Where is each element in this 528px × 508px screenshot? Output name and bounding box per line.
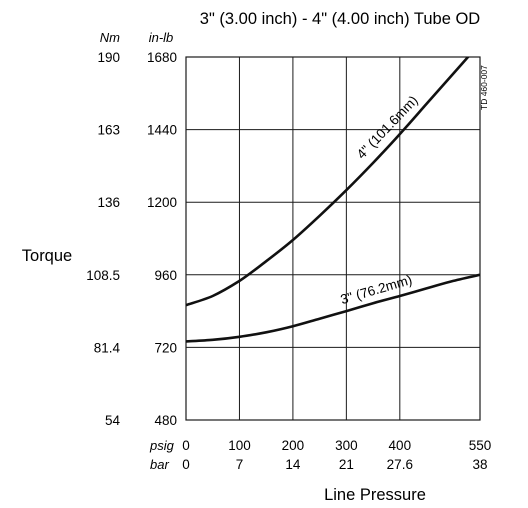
x-tick-label: 27.6 [387, 457, 413, 472]
x-tick-label: 0 [182, 457, 190, 472]
document-code: TD 460-007 [479, 65, 489, 110]
x-tick-label: 550 [469, 438, 492, 453]
x-unit-psig: psig [149, 438, 175, 453]
chart-title: 3" (3.00 inch) - 4" (4.00 inch) Tube OD [200, 10, 481, 28]
y-tick-label: 480 [154, 413, 177, 428]
y-tick-label: 1680 [147, 50, 177, 65]
y-tick-label: 720 [154, 340, 177, 355]
x-tick-label: 200 [282, 438, 305, 453]
y-tick-label: 54 [105, 413, 121, 428]
x-tick-label: 14 [285, 457, 301, 472]
y-tick-label: 1200 [147, 195, 177, 210]
grid [185, 56, 481, 421]
series-label-group: 4" (101.6mm) [354, 93, 421, 162]
y-tick-label: 136 [97, 195, 120, 210]
x-tick-label: 0 [182, 438, 190, 453]
x-tick-label: 400 [389, 438, 412, 453]
y-tick-label: 190 [97, 50, 120, 65]
y-axis-unit-headers: Nm in-lb [100, 30, 174, 45]
x-tick-label: 21 [339, 457, 354, 472]
series-label-4-inch: 4" (101.6mm) [354, 93, 421, 162]
y-tick-label: 1440 [147, 123, 177, 138]
x-axis-title: Line Pressure [324, 486, 426, 504]
x-unit-bar: bar [150, 457, 169, 472]
series-layer: 4" (101.6mm)3" (76.2mm) [186, 57, 480, 343]
x-tick-label: 300 [335, 438, 358, 453]
y-tick-label: 108.5 [86, 268, 120, 283]
series-line-4-inch [186, 57, 470, 307]
y-tick-label: 163 [97, 123, 120, 138]
y-tick-label: 960 [154, 268, 177, 283]
x-tick-label: 100 [228, 438, 251, 453]
tick-labels: psig 0 100 200 300 400 550 bar 0 7 14 21 27.6 38 190 16… [86, 50, 491, 472]
x-tick-label: 38 [472, 457, 487, 472]
y-axis-title: Torque [22, 247, 72, 265]
y-tick-label: 81.4 [94, 340, 121, 355]
y-unit-secondary: in-lb [149, 30, 174, 45]
plot-frame [185, 56, 481, 421]
series-line-3-inch [186, 273, 480, 343]
x-tick-label: 7 [236, 457, 244, 472]
y-unit-primary: Nm [100, 30, 120, 45]
